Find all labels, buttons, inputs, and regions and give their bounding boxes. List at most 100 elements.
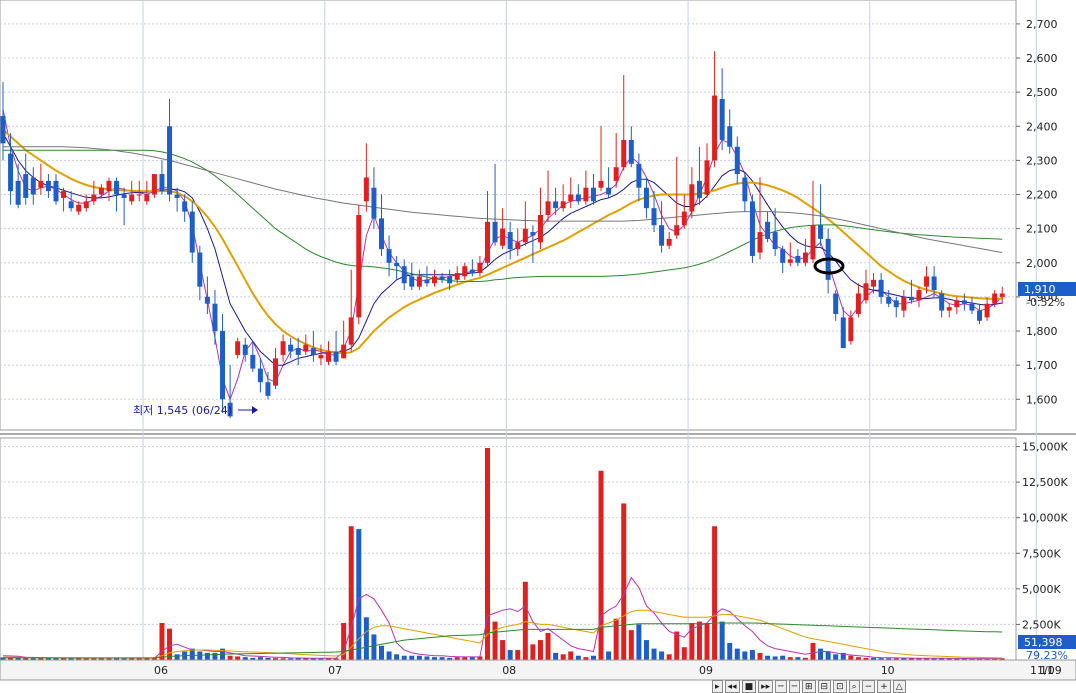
candle: [348, 269, 354, 352]
candle: [719, 68, 725, 151]
candle-body: [379, 218, 384, 250]
volume-bar: [38, 658, 44, 660]
candle-body: [621, 139, 627, 168]
candle-body: [659, 225, 665, 246]
candle: [560, 184, 566, 212]
volume-bar: [916, 658, 922, 660]
candle-body: [931, 276, 937, 291]
candle-body: [492, 221, 498, 243]
candle: [969, 296, 975, 314]
candle: [61, 187, 67, 212]
candle: [477, 255, 483, 277]
candle: [159, 160, 165, 195]
volume-bar: [212, 652, 218, 660]
toolbar-button[interactable]: ⊞: [801, 680, 816, 693]
candle-body: [628, 139, 634, 164]
toolbar-button[interactable]: ■: [741, 680, 757, 693]
price-badge-text: 1,910: [1024, 283, 1056, 296]
candle-body: [969, 303, 975, 311]
candle-body: [167, 126, 173, 195]
candle-body: [810, 225, 816, 260]
volume-bar: [977, 658, 983, 660]
candle: [628, 126, 634, 168]
price-panel: [0, 51, 1005, 419]
volume-bar: [787, 657, 793, 660]
candle: [810, 180, 816, 263]
candle-body: [606, 187, 612, 195]
x-tick-label: 10: [881, 664, 895, 677]
toolbar-button[interactable]: ⊟: [817, 680, 832, 693]
volume-bar: [515, 650, 521, 660]
toolbar-button[interactable]: +: [877, 680, 891, 693]
candle-body: [341, 344, 347, 359]
candle-body: [560, 201, 566, 209]
volume-bar: [257, 657, 263, 660]
volume-bar: [689, 623, 695, 660]
candle-body: [136, 194, 142, 196]
candle: [977, 303, 983, 325]
candle: [545, 170, 551, 222]
candle-body: [363, 177, 369, 202]
volume-bar: [61, 658, 67, 660]
candle-body: [780, 249, 786, 263]
toolbar-button[interactable]: ◂◂: [724, 680, 740, 693]
candle-body: [855, 293, 861, 314]
candle-body: [553, 201, 559, 209]
candle-body: [908, 296, 914, 301]
volume-bar: [53, 658, 59, 660]
volume-badge: 51,398: [1018, 635, 1076, 649]
volume-bar: [681, 647, 687, 660]
toolbar-button[interactable]: ▸: [712, 680, 723, 693]
volume-bar: [15, 657, 21, 660]
candle: [689, 167, 695, 219]
candle: [984, 296, 990, 321]
candle-body: [424, 279, 430, 284]
volume-bar: [326, 658, 332, 660]
volume-panel: [0, 447, 1005, 660]
candle-body: [999, 293, 1005, 297]
volume-bar: [840, 652, 846, 660]
toolbar-button[interactable]: ⌕: [848, 680, 860, 693]
candle: [681, 194, 687, 229]
candle: [727, 109, 733, 154]
candle: [288, 337, 294, 359]
volume-bar: [666, 654, 672, 660]
candle-body: [212, 303, 218, 332]
candle-body: [30, 177, 36, 195]
candle: [310, 331, 316, 362]
volume-bar: [106, 657, 112, 660]
candle: [666, 232, 672, 250]
volume-bar: [704, 623, 710, 660]
volume-bar: [68, 658, 74, 660]
volume-bar: [999, 658, 1005, 660]
candle: [424, 266, 430, 287]
volume-bar: [492, 621, 498, 660]
candle: [462, 262, 468, 280]
toolbar-button[interactable]: △: [892, 680, 906, 693]
candle: [129, 180, 135, 205]
candle-body: [273, 358, 279, 386]
candle-body: [802, 252, 808, 263]
volume-bar: [379, 645, 384, 660]
toolbar-button[interactable]: −: [861, 680, 876, 693]
toolbar-button[interactable]: ─: [775, 680, 787, 693]
candle-body: [727, 126, 733, 147]
volume-bar: [91, 658, 97, 660]
candle: [749, 194, 755, 263]
candle: [174, 187, 180, 212]
toolbar-button[interactable]: ─: [788, 680, 800, 693]
candle-body: [946, 307, 952, 311]
candle: [583, 170, 589, 205]
volume-bar: [969, 658, 975, 660]
candle: [674, 156, 680, 239]
volume-bar: [484, 447, 490, 660]
volume-bar: [863, 657, 869, 660]
volume-bar: [878, 658, 884, 660]
toolbar-button[interactable]: ⊡: [833, 680, 847, 693]
volume-bar: [265, 657, 271, 660]
toolbar-button[interactable]: ▸▸: [758, 680, 774, 693]
price-tick-label: 1,600: [1026, 393, 1058, 406]
volume-bar: [23, 657, 29, 660]
volume-bar: [537, 640, 543, 660]
candle-body: [977, 310, 983, 321]
